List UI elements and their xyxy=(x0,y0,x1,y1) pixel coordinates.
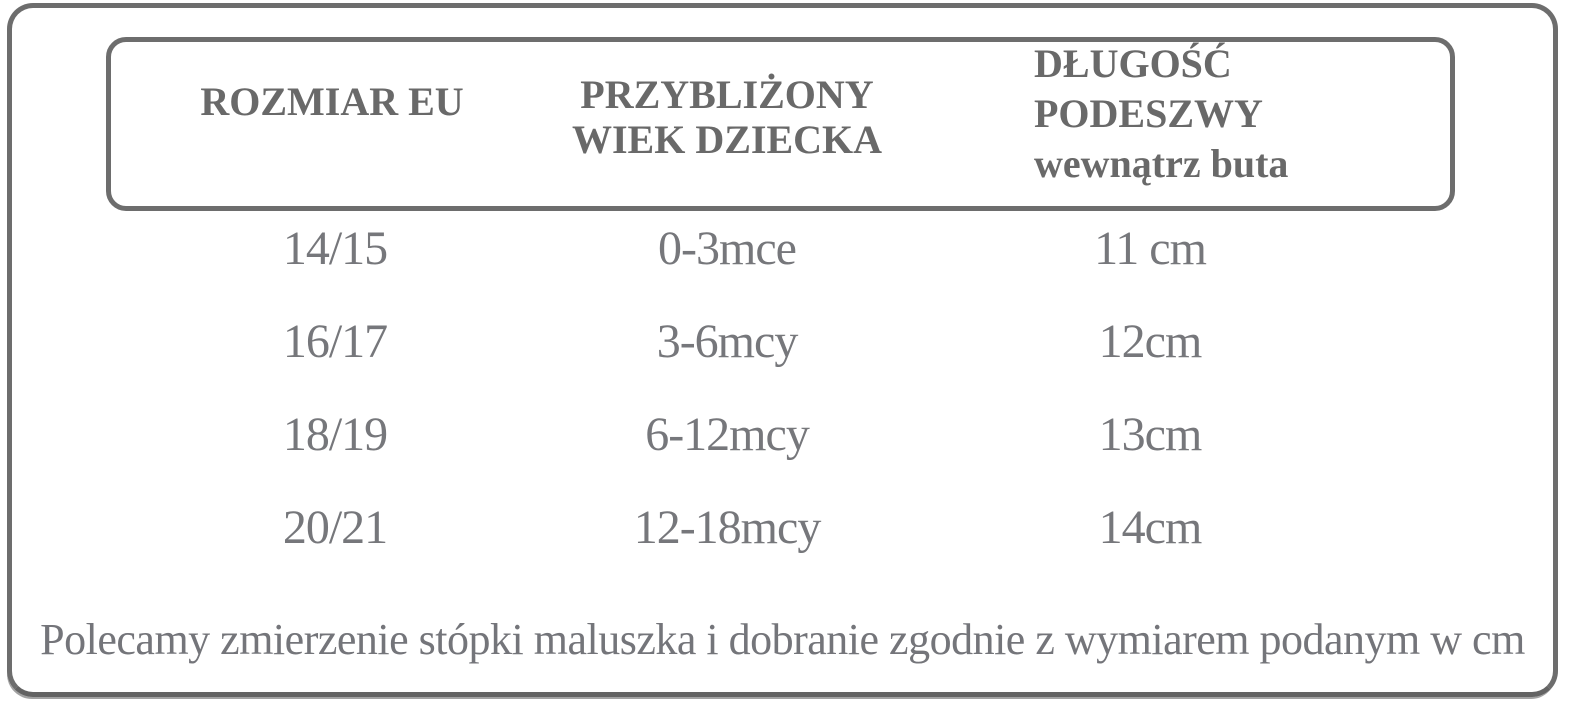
size-chart-header-box: ROZMIAR EU PRZYBLIŻONY WIEK DZIECKA DŁUG… xyxy=(106,37,1455,211)
cell-child-age: 12-18mcy xyxy=(633,501,822,554)
header-wiek-dziecka-label: WIEK DZIECKA xyxy=(571,117,883,162)
header-rozmiar-eu-label: ROZMIAR EU xyxy=(200,78,464,124)
cell-child-age: 6-12mcy xyxy=(645,408,810,461)
table-row: 20/21 12-18mcy 14cm xyxy=(130,481,1386,574)
cell-sole-length: 11 cm xyxy=(1094,222,1207,275)
size-chart-frame: ROZMIAR EU PRZYBLIŻONY WIEK DZIECKA DŁUG… xyxy=(7,3,1558,697)
cell-child-age: 3-6mcy xyxy=(656,315,799,368)
header-przyblizony-label: PRZYBLIŻONY xyxy=(580,72,874,117)
table-row: 16/17 3-6mcy 12cm xyxy=(130,295,1386,388)
table-row: 14/15 0-3mce 11 cm xyxy=(130,202,1386,295)
header-podeszwy-label: PODESZWY xyxy=(1034,91,1263,136)
cell-size-eu: 16/17 xyxy=(282,315,388,368)
header-col-rozmiar-eu: ROZMIAR EU xyxy=(111,19,553,183)
cell-size-eu: 14/15 xyxy=(282,222,388,275)
header-col-wiek-dziecka: PRZYBLIŻONY WIEK DZIECKA xyxy=(537,35,917,199)
cell-sole-length: 13cm xyxy=(1098,408,1203,461)
cell-size-eu: 20/21 xyxy=(282,501,388,554)
cell-sole-length: 12cm xyxy=(1098,315,1203,368)
header-wewnatrz-buta-label: wewnątrz buta xyxy=(1034,141,1289,186)
table-row: 18/19 6-12mcy 13cm xyxy=(130,388,1386,481)
size-table-body: 14/15 0-3mce 11 cm 16/17 3-6mcy 12cm 18/… xyxy=(130,202,1386,574)
cell-child-age: 0-3mce xyxy=(658,222,797,275)
footer-note: Polecamy zmierzenie stópki maluszka i do… xyxy=(40,615,1525,664)
cell-sole-length: 14cm xyxy=(1098,501,1203,554)
cell-size-eu: 18/19 xyxy=(282,408,388,461)
header-col-dlugosc-podeszwy: DŁUGOŚĆ PODESZWY wewnątrz buta xyxy=(917,32,1450,196)
header-dlugosc-label: DŁUGOŚĆ xyxy=(1034,41,1232,86)
